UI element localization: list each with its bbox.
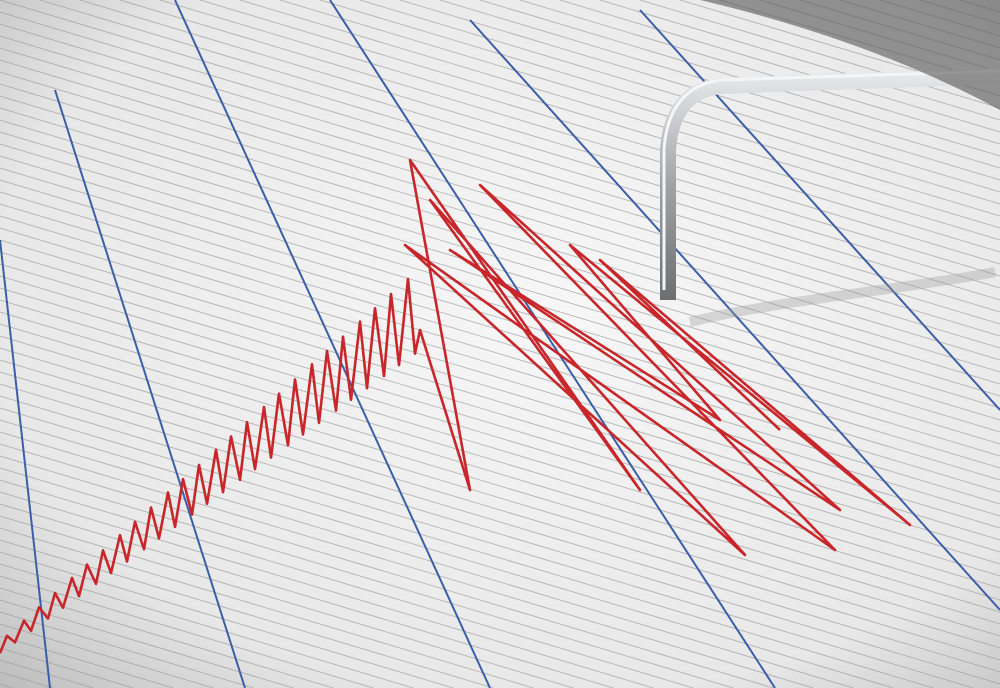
grid-line [319, 0, 1000, 205]
grid-line [0, 275, 1000, 577]
grid-line [0, 659, 94, 688]
blue-line [469, 19, 1000, 611]
grid-line [0, 395, 974, 688]
grid-line [0, 671, 54, 688]
grid-line [0, 311, 1000, 613]
grid-line [0, 83, 1000, 385]
grid-line [79, 0, 1000, 277]
grid-line [0, 23, 1000, 325]
blue-line [54, 89, 246, 688]
grid-line [0, 455, 774, 688]
grid-line [0, 539, 494, 688]
grid-line [519, 0, 1000, 145]
blue-line [329, 0, 776, 688]
grid-line [0, 71, 1000, 373]
grid-line [0, 95, 1000, 397]
grid-line [0, 683, 14, 688]
grid-line [0, 155, 1000, 457]
grid-line [0, 443, 814, 688]
grid-line [0, 203, 1000, 505]
grid-line [0, 431, 854, 688]
grid-line [0, 59, 1000, 361]
top-shadow [700, 0, 1000, 110]
grid-line [0, 191, 1000, 493]
needle-shadow [688, 267, 996, 327]
grid-line [0, 335, 1000, 637]
blue-line [174, 0, 491, 688]
grid-line [159, 0, 1000, 253]
grid-line [0, 107, 1000, 409]
grid-line [0, 635, 174, 688]
grid-line [0, 11, 1000, 313]
grid-line [39, 0, 1000, 289]
grid-line [0, 575, 374, 688]
blue-line [0, 239, 51, 688]
grid-line [0, 239, 1000, 541]
blue-line [639, 9, 1000, 411]
grid-line [0, 119, 1000, 421]
grid-line [0, 383, 1000, 685]
grid-line [0, 47, 1000, 349]
grid-line [0, 371, 1000, 673]
grid-line [0, 407, 934, 688]
grid-line [0, 359, 1000, 661]
grid-line [0, 587, 334, 688]
grid-line [0, 491, 654, 688]
grid-line [0, 503, 614, 688]
grid-line [359, 0, 1000, 193]
grid-line [639, 0, 1000, 109]
grid-line [559, 0, 1000, 133]
grid-line [0, 215, 1000, 517]
grid-line [199, 0, 1000, 241]
seismic-trace [0, 158, 912, 654]
grid-line [0, 167, 1000, 469]
grid-line [0, 527, 534, 688]
grid-line [0, 551, 454, 688]
grid-line [0, 143, 1000, 445]
grid-line [0, 347, 1000, 649]
grid-line [119, 0, 1000, 265]
needle-highlight [662, 69, 1000, 290]
grid-line [0, 35, 1000, 337]
grid-line [0, 263, 1000, 565]
grid-line [0, 419, 894, 688]
grid-line [0, 467, 734, 688]
grid-line [599, 0, 1000, 121]
grid-line [0, 479, 694, 688]
grid-line [0, 287, 1000, 589]
grid-line [239, 0, 1000, 229]
grid-line [279, 0, 1000, 217]
grid-line [0, 0, 1000, 301]
recording-needle [660, 68, 1000, 300]
grid-line [0, 251, 1000, 553]
grid-line [0, 227, 1000, 529]
grid-line [0, 647, 134, 688]
grid-line [0, 623, 214, 688]
grid-line [0, 323, 1000, 625]
